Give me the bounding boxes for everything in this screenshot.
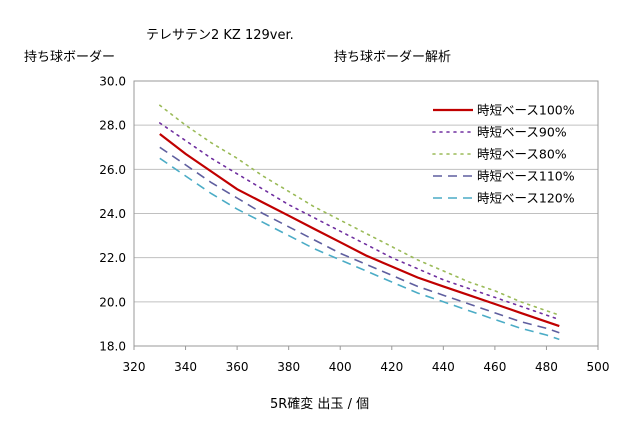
legend: 時短ベース100% 時短ベース90% 時短ベース80% 時短ベース110% 時短ベース1… [432,103,575,206]
legend-label-2: 時短ベース90% [477,125,567,140]
x-tick-label: 440 [432,360,455,374]
series-lines [159,104,561,341]
x-axis-label: 5R確変 出玉 / 個 [270,397,370,412]
y-tick-label: 26.0 [99,163,126,177]
x-tick-label: 380 [277,360,300,374]
legend-label-4: 時短ベース110% [477,169,575,184]
y-tick-label: 20.0 [99,295,126,309]
x-tick-label: 460 [483,360,506,374]
x-tick-label: 500 [587,360,610,374]
y-tick-label: 22.0 [99,251,126,265]
chart-title: 持ち球ボーダー解析 [334,50,452,65]
legend-label-5: 時短ベース120% [477,191,575,206]
legend-label-1: 時短ベース100% [477,103,575,118]
legend-label-3: 時短ベース80% [477,147,567,162]
x-tick-label: 400 [329,360,352,374]
series-line-5 [159,157,560,341]
y-tick-labels: 18.0 20.0 22.0 24.0 26.0 28.0 30.0 [99,75,126,354]
series-line-2 [159,122,561,321]
plot-area [133,80,599,347]
x-tick-label: 360 [226,360,249,374]
series-line-4 [159,146,560,334]
y-tick-label: 24.0 [99,207,126,221]
y-axis-label: 持ち球ボーダー [24,50,116,65]
x-tick-labels: 320 340 360 380 400 420 440 460 480 500 [123,346,610,374]
series-line-3 [159,104,561,316]
y-tick-label: 30.0 [99,75,126,89]
x-tick-label: 480 [535,360,558,374]
y-tick-label: 18.0 [99,340,126,354]
gridlines [134,80,598,347]
x-tick-label: 320 [123,360,146,374]
series-line-1 [159,133,560,328]
chart-subtitle: テレサテン2 KZ 129ver. [146,28,294,43]
x-tick-label: 340 [174,360,197,374]
y-tick-label: 28.0 [99,119,126,133]
x-tick-label: 420 [380,360,403,374]
